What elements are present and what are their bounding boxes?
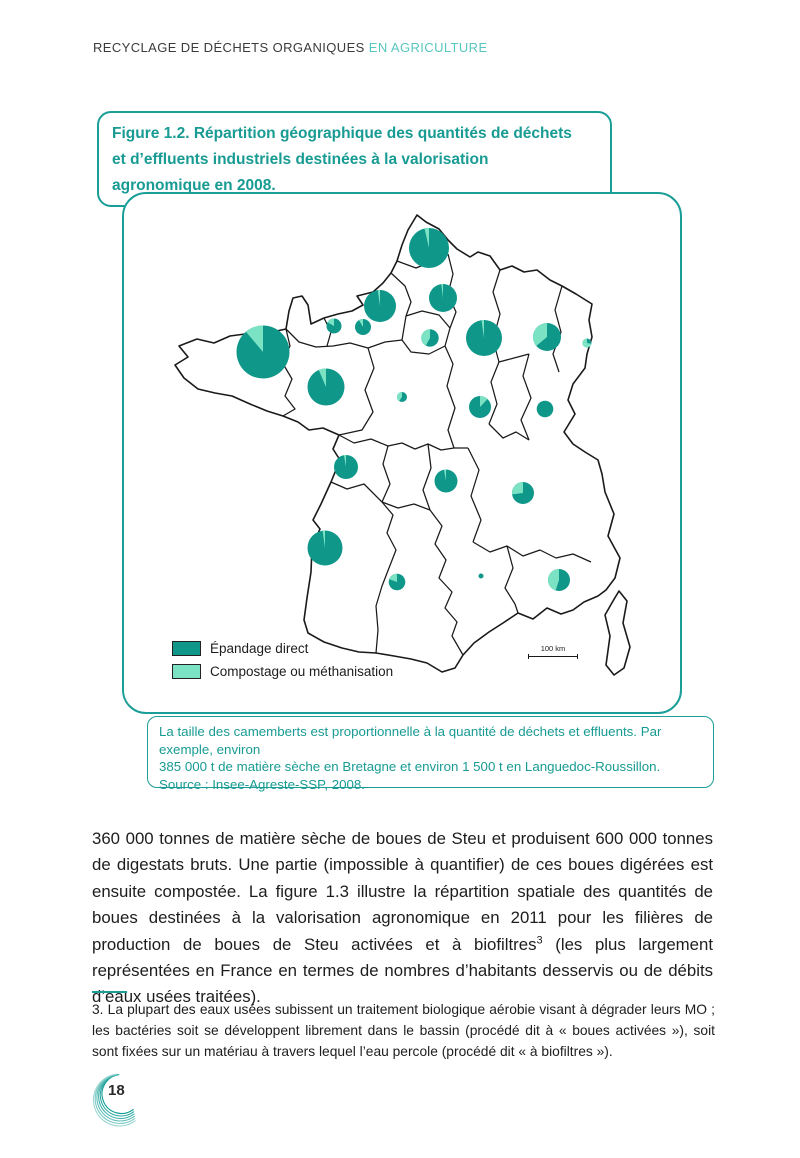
figure-caption-box: La taille des camemberts est proportionn… (147, 716, 714, 792)
pie-auvergne (434, 469, 458, 493)
pie-nord-pas-de-calais (409, 227, 449, 268)
figure-title-line: et d’effluents industriels destinées à l… (112, 151, 489, 168)
header-title-teal: EN AGRICULTURE (368, 40, 488, 55)
pie-bourgogne (469, 396, 491, 418)
pie-aquitaine (307, 530, 343, 566)
page-number: 18 (108, 1082, 125, 1099)
caption-line: Source : Insee-Agreste-SSP, 2008. (159, 776, 365, 792)
pie-bretagne (236, 325, 290, 379)
caption-line: 385 000 t de matière sèche en Bretagne e… (159, 759, 661, 774)
pie-centre (396, 391, 407, 402)
pie-basse-normandie (326, 318, 342, 334)
footnote-text: 3. La plupart des eaux usées subissent u… (92, 1002, 715, 1059)
scale-bar-label: 100 km (540, 644, 566, 653)
logo-swirl-icon (92, 1073, 136, 1127)
pie-languedoc-roussillon (478, 573, 484, 579)
body-paragraph: 360 000 tonnes de matière sèche de boues… (92, 826, 713, 1011)
figure-title-line: Figure 1.2. Répartition géographique des… (112, 125, 572, 142)
legend-swatch-compostage (172, 664, 201, 679)
legend-label: Compostage ou méthanisation (210, 664, 394, 679)
map-scale-bar: 100 km (528, 644, 578, 659)
page-footer: 18 (85, 1060, 165, 1150)
pie-franche-comte (536, 400, 554, 418)
pie-haute-normandie (364, 290, 396, 322)
body-text: (les plus largement représentées en Fran… (92, 934, 713, 1007)
figure-map-panel: Épandage direct Compostage ou méthanisat… (122, 192, 682, 714)
legend-label: Épandage direct (210, 641, 309, 656)
header-title-dark: RECYCLAGE DE DÉCHETS ORGANIQUES (93, 40, 365, 55)
legend-item-compostage: Compostage ou méthanisation (172, 663, 393, 680)
pie-lorraine (533, 323, 561, 351)
figure-title-line: agronomique en 2008. (112, 177, 276, 194)
pie-provence-alpes-cote-d-azur (548, 569, 570, 591)
pie-pays-de-la-loire (307, 368, 345, 406)
footnote-divider (92, 991, 127, 993)
map-legend: Épandage direct Compostage ou méthanisat… (172, 640, 393, 686)
france-map-svg (174, 214, 631, 676)
pie-ile-de-france-ouest (355, 319, 371, 335)
pie-ile-de-france (421, 329, 439, 347)
running-header: RECYCLAGE DE DÉCHETS ORGANIQUES EN AGRIC… (93, 40, 488, 55)
caption-line: La taille des camemberts est proportionn… (159, 724, 662, 757)
legend-swatch-epandage (172, 641, 201, 656)
pie-poitou-charentes (334, 455, 358, 479)
pie-champagne-ardenne (466, 320, 502, 356)
pie-rhone-alpes (511, 482, 534, 504)
pie-alsace (582, 338, 592, 348)
pie-midi-pyrenees (388, 573, 406, 591)
legend-item-epandage: Épandage direct (172, 640, 393, 657)
footnote-reference: 3 (536, 934, 543, 947)
pie-picardie (429, 283, 457, 312)
body-text: 360 000 tonnes de matière sèche de boues… (92, 829, 713, 954)
scale-bar-line (528, 654, 578, 659)
